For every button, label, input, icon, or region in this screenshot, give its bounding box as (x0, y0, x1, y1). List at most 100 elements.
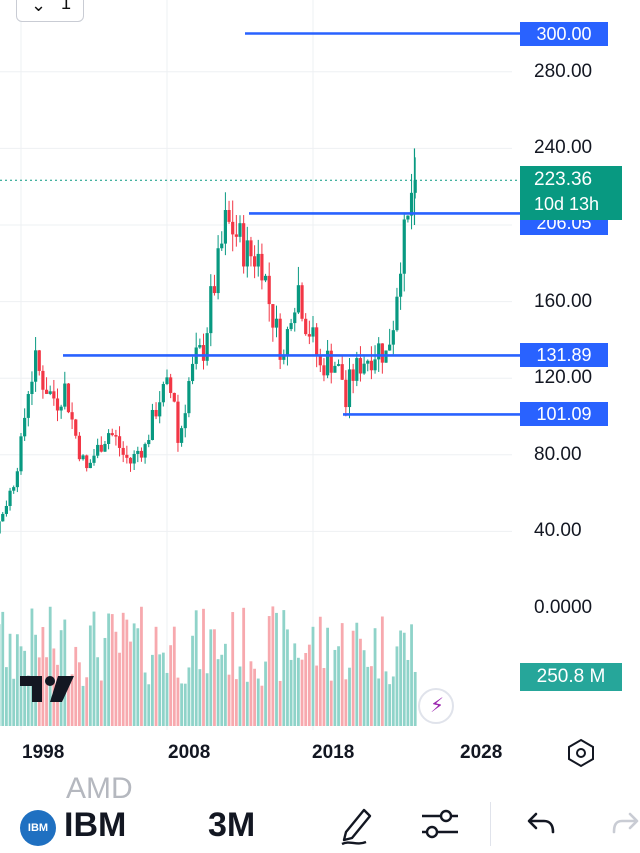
volume-bar (289, 659, 293, 726)
volume-bar (30, 608, 34, 726)
candle (212, 286, 217, 294)
settings-hex-icon[interactable] (566, 738, 596, 768)
candle (399, 273, 403, 297)
last-price: 223.36 (534, 169, 593, 190)
candle (326, 350, 330, 376)
candle (187, 381, 191, 414)
candle (366, 360, 370, 364)
candle (92, 455, 96, 463)
candle (110, 433, 114, 436)
volume-bar (249, 661, 253, 726)
volume-bar (318, 616, 322, 726)
volume-bar (399, 630, 402, 726)
candle (81, 455, 85, 460)
candle (329, 350, 333, 373)
volume-bar (19, 646, 23, 726)
volume-bar (15, 634, 19, 726)
volume-bar (158, 654, 162, 726)
symbol-button[interactable]: IBM (64, 806, 127, 844)
candle (77, 435, 81, 460)
volume-bar (81, 685, 85, 726)
candle (30, 381, 34, 395)
volume-bar (253, 668, 256, 726)
candle (103, 443, 107, 452)
candle (201, 345, 206, 361)
volume-bars (0, 606, 417, 726)
candle (161, 384, 165, 403)
candles (0, 148, 417, 534)
volume-bar (209, 629, 213, 726)
volume-bar (410, 624, 413, 726)
indicators-sliders-icon[interactable] (418, 804, 462, 844)
candle (121, 447, 125, 455)
volume-bar (355, 622, 359, 726)
volume-bar (63, 619, 67, 726)
y-tick-label: 80.00 (534, 443, 582, 465)
volume-bar (172, 626, 176, 726)
candle (209, 286, 213, 334)
top-widget[interactable]: ⌄ 1 (16, 0, 84, 22)
volume-bar (194, 610, 198, 726)
volume-bar (227, 674, 231, 726)
undo-icon[interactable] (526, 810, 556, 836)
price-chart[interactable] (0, 0, 640, 730)
candle (267, 275, 271, 305)
symbol-logo[interactable]: IBM (20, 810, 56, 846)
volume-bar (293, 643, 297, 726)
volume-bar (96, 657, 100, 726)
volume-bar (129, 641, 132, 726)
candle (1, 513, 5, 522)
volume-bar (333, 649, 337, 726)
volume-bar (359, 638, 362, 726)
candle (253, 256, 257, 267)
candle (74, 419, 78, 436)
volume-bar (0, 624, 1, 726)
volume-bar (114, 631, 118, 726)
pencil-icon[interactable] (336, 802, 376, 846)
x-tick-label: 2018 (312, 742, 355, 763)
chevron-down-icon[interactable]: ⌄ (31, 0, 47, 15)
candle (117, 436, 122, 448)
y-tick-label: 0.0000 (534, 597, 593, 618)
candle (263, 275, 268, 281)
volume-bar (187, 667, 191, 726)
candle (48, 391, 52, 394)
volume-bar (92, 611, 96, 726)
candle (198, 345, 202, 348)
volume-bar (388, 684, 392, 726)
flash-button[interactable]: ⚡ (418, 688, 454, 724)
candle (96, 444, 100, 456)
volume-bar (234, 679, 238, 726)
candle (278, 318, 282, 360)
volume-bar (26, 675, 30, 726)
volume-bar (132, 623, 136, 726)
volume-bar (337, 646, 340, 726)
candle (409, 192, 414, 216)
candle (169, 377, 173, 393)
candle (380, 343, 384, 363)
candle (158, 402, 162, 417)
volume-bar (125, 619, 129, 726)
candle (391, 330, 395, 345)
volume-bar (242, 607, 246, 726)
x-axis: 1998 2008 2018 2028 (0, 730, 640, 778)
interval-button[interactable]: 3M (208, 806, 256, 844)
candle (249, 240, 253, 257)
volume-bar (231, 612, 235, 726)
candle (15, 471, 19, 488)
bottom-toolbar: AMD IBM IBM 3M (0, 772, 640, 853)
candle (19, 436, 23, 472)
candle (23, 417, 27, 437)
candle (344, 379, 348, 408)
volume-bar (23, 650, 27, 726)
chart-pane[interactable]: ⌄ 1 280.00 240.00 160.00 120.00 80.00 40.00 0.… (0, 0, 640, 730)
candle (285, 329, 290, 356)
redo-icon[interactable] (612, 810, 640, 836)
horizontal-lines (63, 32, 520, 416)
volume-bar (329, 680, 333, 726)
tradingview-logo[interactable] (18, 672, 76, 706)
candle (231, 221, 235, 235)
volume-bar (326, 627, 329, 726)
volume-bar (256, 678, 260, 726)
candle (274, 318, 279, 328)
